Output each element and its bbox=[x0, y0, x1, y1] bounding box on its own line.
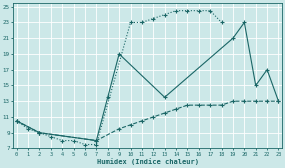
X-axis label: Humidex (Indice chaleur): Humidex (Indice chaleur) bbox=[97, 158, 199, 165]
